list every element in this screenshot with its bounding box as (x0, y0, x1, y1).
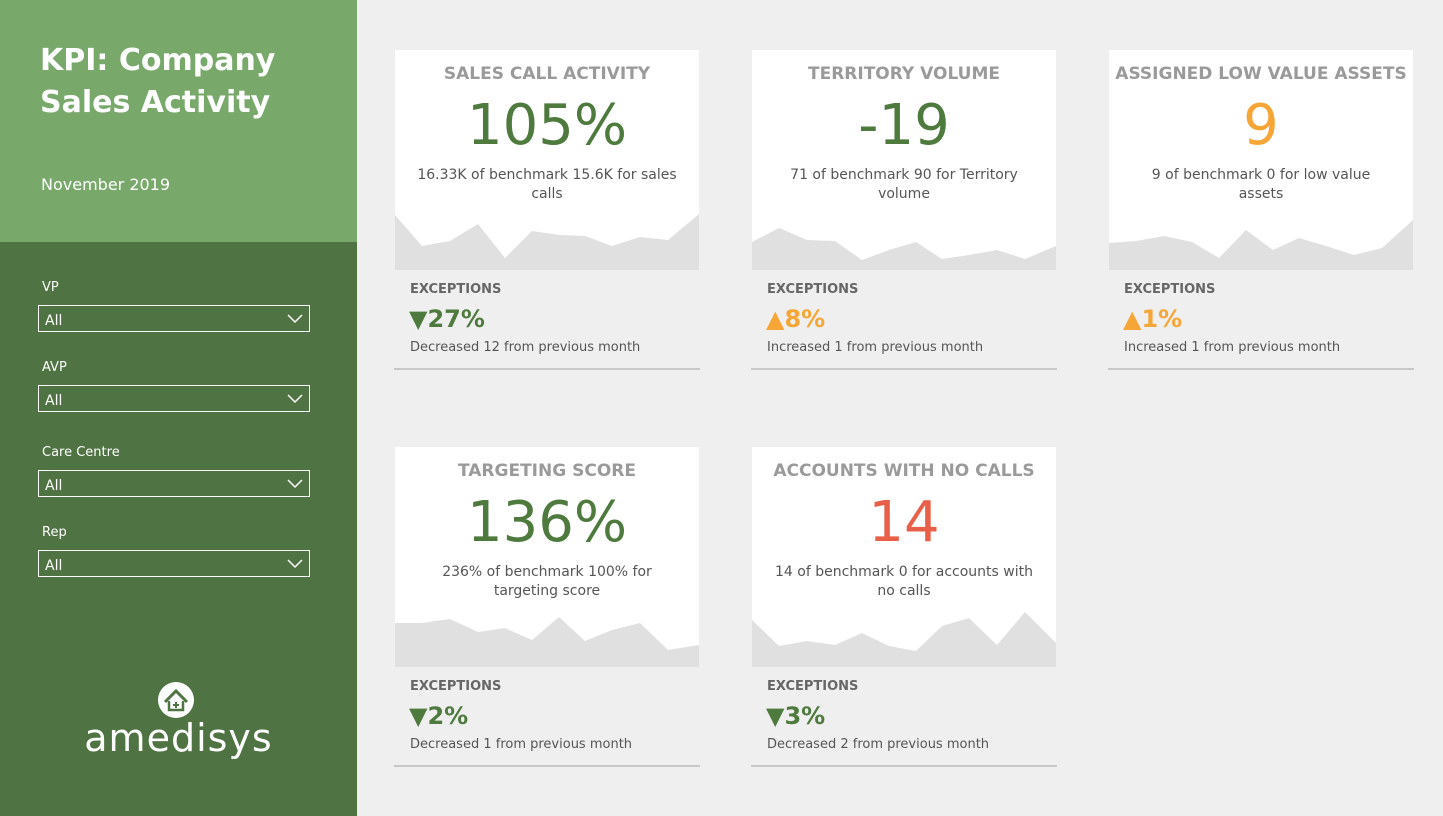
dropdown-chevron (287, 479, 303, 489)
exceptions-description: Increased 1 from previous month (767, 340, 984, 355)
kpi-card: SALES CALL ACTIVITY 105% 16.33K of benchma… (395, 50, 699, 270)
exceptions-label: EXCEPTIONS (410, 679, 502, 694)
card-divider (394, 765, 700, 767)
kpi-card: TERRITORY VOLUME -19 71 of benchmark 90 fo… (752, 50, 1056, 270)
filter-label: AVP (42, 360, 67, 375)
sidebar-header (0, 0, 357, 242)
kpi-card: ACCOUNTS WITH NO CALLS 14 14 of benchmark … (752, 447, 1056, 667)
exceptions-label: EXCEPTIONS (767, 679, 859, 694)
logo-text: amedisys (84, 716, 273, 760)
card-title: SALES CALL ACTIVITY (443, 64, 651, 84)
dropdown-chevron (287, 314, 303, 324)
kpi-description: 9 of benchmark 0 for low value assets (1151, 167, 1371, 202)
sparkline (1109, 220, 1413, 270)
exceptions-change: ▲1% (1123, 305, 1183, 333)
exceptions-description: Increased 1 from previous month (1124, 340, 1341, 355)
sidebar: KPI: Company Sales Activity November 201… (0, 0, 357, 816)
sparkline (395, 214, 699, 270)
exceptions-label: EXCEPTIONS (1124, 282, 1216, 297)
filter-dropdown[interactable]: All (38, 385, 310, 412)
report-date: November 2019 (41, 175, 171, 194)
filter-value: All (45, 478, 63, 494)
card-title: TARGETING SCORE (458, 461, 636, 481)
dropdown-chevron (287, 559, 303, 569)
filter-label: Care Centre (42, 445, 120, 460)
kpi-card: ASSIGNED LOW VALUE ASSETS 9 9 of benchmark… (1109, 50, 1413, 270)
kpi-description: 236% of benchmark 100% for targeting sco… (442, 564, 652, 599)
card-divider (751, 368, 1057, 370)
kpi-description: 14 of benchmark 0 for accounts with no c… (775, 564, 1033, 599)
logo-icon (158, 682, 194, 718)
kpi-card: TARGETING SCORE 136% 236% of benchmark 100… (395, 447, 699, 667)
card-divider (394, 368, 700, 370)
exceptions-label: EXCEPTIONS (767, 282, 859, 297)
card-title: TERRITORY VOLUME (807, 64, 1001, 84)
kpi-description: 16.33K of benchmark 15.6K for sales call… (417, 167, 677, 202)
sparkline (395, 617, 699, 667)
filter-value: All (45, 558, 63, 574)
dropdown-chevron (287, 394, 303, 404)
filter-value: All (45, 313, 63, 329)
exceptions-change: ▼3% (766, 702, 826, 730)
kpi-value: 136% (466, 490, 628, 555)
sparkline (752, 228, 1056, 270)
filter-value: All (45, 393, 63, 409)
card-title: ASSIGNED LOW VALUE ASSETS (1115, 64, 1407, 84)
filter-label: Rep (42, 525, 67, 540)
exceptions-change: ▼2% (409, 702, 469, 730)
filter-label: VP (42, 280, 59, 295)
report-title: KPI: Company Sales Activity (40, 43, 276, 120)
exceptions-label: EXCEPTIONS (410, 282, 502, 297)
exceptions-description: Decreased 2 from previous month (767, 737, 990, 752)
card-divider (751, 765, 1057, 767)
exceptions-description: Decreased 1 from previous month (410, 737, 633, 752)
kpi-description: 71 of benchmark 90 for Territory volume (790, 167, 1018, 202)
sparkline (752, 612, 1056, 667)
exceptions-change: ▲8% (766, 305, 826, 333)
card-title: ACCOUNTS WITH NO CALLS (773, 461, 1035, 481)
exceptions-change: ▼27% (409, 305, 485, 333)
kpi-value: 14 (868, 490, 940, 555)
exceptions-description: Decreased 12 from previous month (410, 340, 641, 355)
kpi-value: 9 (1243, 93, 1279, 158)
filter-dropdown[interactable]: All (38, 470, 310, 497)
kpi-value: 105% (466, 93, 628, 158)
kpi-value: -19 (858, 93, 950, 158)
card-divider (1108, 368, 1414, 370)
filter-dropdown[interactable]: All (38, 550, 310, 577)
filter-dropdown[interactable]: All (38, 305, 310, 332)
